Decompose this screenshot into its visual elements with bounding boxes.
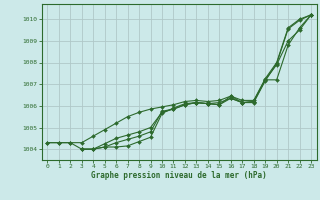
X-axis label: Graphe pression niveau de la mer (hPa): Graphe pression niveau de la mer (hPa) bbox=[91, 171, 267, 180]
